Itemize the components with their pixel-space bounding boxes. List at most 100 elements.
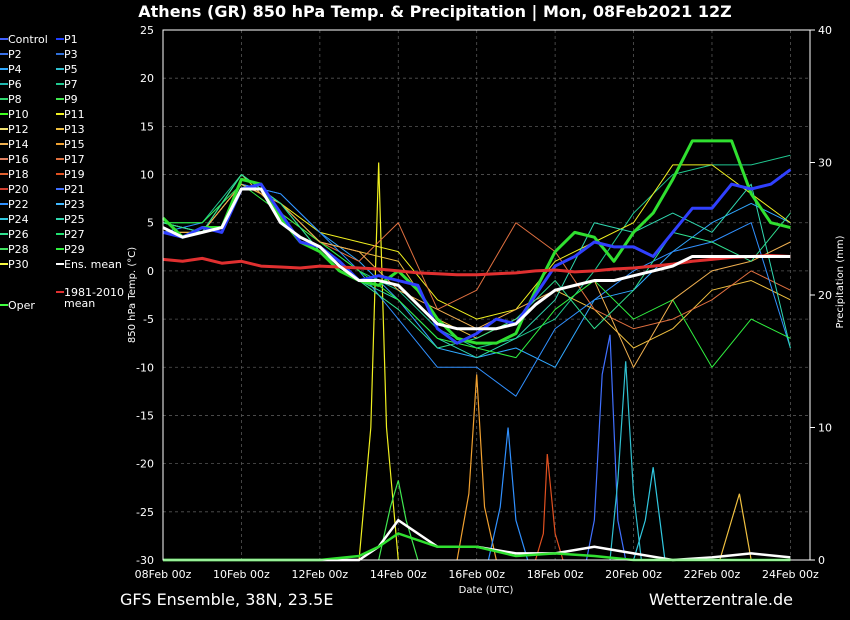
y-tick-label: -20: [136, 458, 154, 471]
legend-item: P22: [0, 198, 29, 211]
legend-label: P8: [8, 93, 22, 106]
axes: 25 20 15 10 5 0 -5 -10 -15 -20 -25 -30 40 30 20 10 0 08Fe…: [135, 24, 832, 581]
legend-label: P9: [64, 93, 78, 106]
legend-label: P28: [8, 243, 29, 256]
precip-line-p22: [487, 427, 529, 561]
legend-label: P29: [64, 243, 85, 256]
legend-item: Oper: [0, 299, 35, 312]
y-tick-label: -10: [136, 361, 154, 374]
x-tick-label: 08Feb 00z: [135, 568, 192, 581]
legend-label: Ens. mean: [64, 258, 122, 271]
x-tick-label: 22Feb 00z: [684, 568, 741, 581]
legend-label: P11: [64, 108, 85, 121]
legend-label: P27: [64, 228, 85, 241]
plot-frame: [162, 29, 811, 561]
y-tick-label: 0: [147, 265, 154, 278]
y-tick-label: -5: [143, 313, 154, 326]
y-tick-label: 5: [147, 217, 154, 230]
chart-title: Athens (GR) 850 hPa Temp. & Precipitatio…: [138, 2, 731, 22]
legend-item: P12: [0, 123, 29, 136]
legend-item: 1981-2010 mean: [56, 286, 124, 310]
legend-item: P17: [56, 153, 85, 166]
legend-item: P2: [0, 48, 22, 61]
legend-label: P21: [64, 183, 85, 196]
footer-site: Wetterzentrale.de: [649, 590, 793, 609]
x-tick-label: 18Feb 00z: [527, 568, 584, 581]
legend-item: P21: [56, 183, 85, 196]
y2-tick-label: 30: [818, 157, 832, 170]
y2-tick-label: 10: [818, 422, 832, 435]
legend-label: P18: [8, 168, 29, 181]
x-tick-label: 10Feb 00z: [213, 568, 270, 581]
precip-line-oper: [163, 532, 791, 562]
y-tick-label: -25: [136, 506, 154, 519]
x-tick-label: 12Feb 00z: [291, 568, 348, 581]
legend-label: P5: [64, 63, 78, 76]
legend-item: P9: [56, 93, 78, 106]
legend-item: P13: [56, 123, 85, 136]
y-tick-label: -30: [136, 554, 154, 567]
y2-tick-label: 40: [818, 24, 832, 37]
y-tick-label: 15: [140, 120, 154, 133]
precip-line-p19: [534, 453, 564, 561]
legend-label: P20: [8, 183, 29, 196]
legend-item: P4: [0, 63, 22, 76]
legend-item: Control: [0, 33, 48, 46]
legend: Control P1 P2 P3 P4 P5 P6 P7 P8 P9 P10 P11 P12 P13 P14…: [0, 33, 124, 312]
temp-line-p29: [163, 183, 791, 368]
y-axis-label: 850 hPa Temp. (°C): [127, 247, 138, 343]
legend-label: P14: [8, 138, 29, 151]
legend-item: P10: [0, 108, 29, 121]
legend-label: P17: [64, 153, 85, 166]
y-tick-label: -15: [136, 409, 154, 422]
legend-label: P1: [64, 33, 78, 46]
precip-line-p5: [609, 361, 642, 561]
x-tick-label: 16Feb 00z: [448, 568, 505, 581]
temp-line-1981-2010-mean: [162, 253, 791, 277]
y2-axis-label: Precipitation (mm): [835, 235, 846, 328]
y-tick-label: 25: [140, 24, 154, 37]
legend-item: P26: [0, 228, 29, 241]
legend-item: P23: [56, 198, 85, 211]
x-tick-label: 20Feb 00z: [605, 568, 662, 581]
legend-item: P16: [0, 153, 29, 166]
legend-item: P29: [56, 243, 85, 256]
legend-label: P19: [64, 168, 85, 181]
legend-item: P20: [0, 183, 29, 196]
temp-line-ens-mean: [162, 187, 791, 331]
legend-item: P1: [56, 33, 78, 46]
grid: [162, 29, 810, 561]
legend-label: P2: [8, 48, 22, 61]
precip-line-p13: [719, 493, 752, 561]
precip-line-p15: [456, 374, 497, 561]
legend-label: P26: [8, 228, 29, 241]
legend-item: P19: [56, 168, 85, 181]
precip-line-p9: [378, 480, 419, 561]
legend-item: P6: [0, 78, 22, 91]
precip-line-p11: [358, 162, 399, 561]
legend-label: P15: [64, 138, 85, 151]
legend-label: P12: [8, 123, 29, 136]
legend-item: P14: [0, 138, 29, 151]
legend-item: P8: [0, 93, 22, 106]
y2-tick-label: 20: [818, 289, 832, 302]
y2-tick-label: 0: [818, 554, 825, 567]
legend-label: P7: [64, 78, 78, 91]
legend-label: P25: [64, 213, 85, 226]
temp-line-control: [162, 168, 792, 345]
legend-label: P23: [64, 198, 85, 211]
precip-line-p24: [632, 467, 666, 561]
legend-item: P11: [56, 108, 85, 121]
x-axis-label: Date (UTC): [459, 585, 514, 596]
legend-item: P5: [56, 63, 78, 76]
legend-label: P16: [8, 153, 29, 166]
legend-item: Ens. mean: [56, 258, 122, 271]
legend-item: P15: [56, 138, 85, 151]
x-tick-label: 24Feb 00z: [762, 568, 819, 581]
legend-item: P27: [56, 228, 85, 241]
legend-label: 1981-2010 mean: [64, 286, 124, 310]
legend-label: P6: [8, 78, 22, 91]
legend-item: P7: [56, 78, 78, 91]
legend-item: P3: [56, 48, 78, 61]
